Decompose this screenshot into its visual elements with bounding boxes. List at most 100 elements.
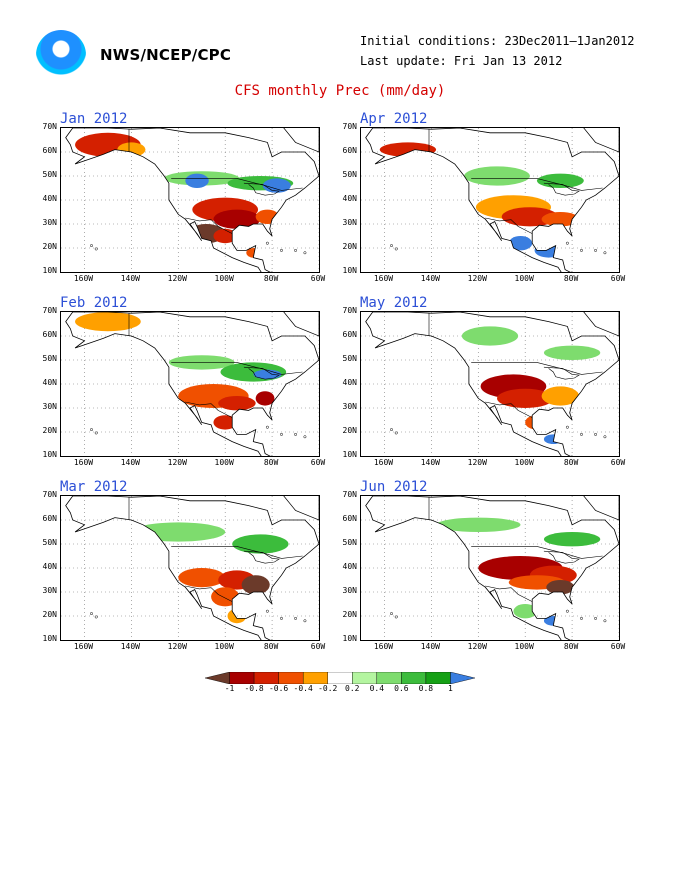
anomaly-field bbox=[461, 326, 601, 444]
lat-label: 30N bbox=[42, 586, 57, 595]
lat-label: 10N bbox=[42, 450, 57, 459]
lon-label: 120W bbox=[167, 274, 187, 283]
lat-label: 10N bbox=[42, 266, 57, 275]
lon-label: 100W bbox=[514, 274, 534, 283]
country-border bbox=[185, 217, 233, 234]
coastline bbox=[65, 496, 319, 640]
island bbox=[94, 431, 98, 435]
coastline bbox=[365, 312, 619, 456]
colorbar bbox=[205, 672, 475, 684]
lon-label: 120W bbox=[467, 274, 487, 283]
anomaly-patch bbox=[508, 236, 533, 251]
country-border bbox=[171, 178, 303, 191]
island bbox=[90, 244, 93, 248]
country-border bbox=[485, 401, 533, 418]
lat-label: 30N bbox=[42, 218, 57, 227]
great-lakes bbox=[543, 182, 581, 196]
initial-conditions: Initial conditions: 23Dec2011–1Jan2012 bbox=[360, 34, 635, 48]
anomaly-patch bbox=[117, 142, 146, 157]
lon-label: 60W bbox=[310, 642, 326, 651]
anomaly-patch bbox=[464, 166, 530, 186]
lat-label: 70N bbox=[42, 306, 57, 315]
island bbox=[565, 241, 569, 245]
anomaly-patch bbox=[541, 212, 580, 227]
lat-label: 30N bbox=[42, 402, 57, 411]
colorbar-tick: -0.6 bbox=[268, 684, 289, 693]
island bbox=[565, 425, 569, 429]
colorbar-swatch bbox=[278, 672, 304, 684]
noaa-logo bbox=[36, 30, 86, 80]
lon-label: 100W bbox=[214, 642, 234, 651]
lon-label: 60W bbox=[610, 642, 626, 651]
colorbar-tick: -1 bbox=[224, 684, 235, 693]
lat-label: 70N bbox=[42, 122, 57, 131]
island bbox=[280, 248, 283, 252]
anomaly-patch bbox=[213, 209, 261, 229]
lon-label: 60W bbox=[310, 458, 326, 467]
lon-label: 80W bbox=[263, 274, 279, 283]
map-apr-svg bbox=[361, 128, 619, 272]
country-border bbox=[171, 362, 303, 375]
colorbar-swatch bbox=[253, 672, 279, 684]
colorbar-swatch bbox=[205, 672, 230, 684]
great-lakes bbox=[543, 550, 581, 564]
anomaly-patch bbox=[178, 568, 226, 588]
colorbar-tick: -0.8 bbox=[244, 684, 264, 693]
lon-label: 160W bbox=[73, 274, 94, 283]
panel-title-jun: Jun 2012 bbox=[360, 479, 428, 495]
island bbox=[594, 616, 597, 620]
lat-label: 60N bbox=[342, 146, 357, 155]
anomaly-field bbox=[379, 142, 584, 258]
island bbox=[390, 244, 393, 248]
greenland-coastline bbox=[583, 128, 619, 153]
anomaly-field bbox=[436, 517, 601, 626]
island bbox=[603, 435, 607, 439]
great-lakes bbox=[243, 366, 281, 380]
map-jan bbox=[60, 127, 320, 273]
island bbox=[394, 247, 398, 251]
lat-label: 20N bbox=[42, 426, 57, 435]
anomaly-patch bbox=[255, 391, 275, 406]
island bbox=[603, 251, 607, 255]
lon-label: 80W bbox=[563, 458, 579, 467]
lon-label: 100W bbox=[514, 458, 534, 467]
lon-label: 80W bbox=[263, 458, 279, 467]
colorbar-swatch bbox=[302, 672, 328, 684]
lat-label: 70N bbox=[42, 490, 57, 499]
colorbar-swatch bbox=[376, 672, 402, 684]
lon-label: 160W bbox=[73, 458, 94, 467]
lat-label: 10N bbox=[342, 634, 357, 643]
island bbox=[580, 616, 583, 620]
lat-label: 50N bbox=[42, 354, 57, 363]
coastline bbox=[65, 128, 319, 272]
greenland-coastline bbox=[283, 496, 319, 521]
lat-label: 50N bbox=[342, 170, 357, 179]
colorbar-tick: -0.2 bbox=[318, 684, 338, 693]
island bbox=[565, 609, 569, 613]
island bbox=[603, 619, 607, 623]
anomaly-patch bbox=[543, 532, 601, 547]
greenland-coastline bbox=[583, 496, 619, 521]
greenland-coastline bbox=[283, 312, 319, 337]
lon-label: 60W bbox=[610, 458, 626, 467]
lat-label: 70N bbox=[342, 306, 357, 315]
lat-label: 30N bbox=[342, 218, 357, 227]
coastline bbox=[365, 128, 619, 272]
anomaly-patch bbox=[131, 522, 226, 542]
island bbox=[280, 432, 283, 436]
lat-label: 40N bbox=[42, 194, 57, 203]
lon-label: 60W bbox=[310, 274, 326, 283]
figure-title: CFS monthly Prec (mm/day) bbox=[234, 83, 446, 99]
anomaly-patch bbox=[218, 396, 256, 411]
island bbox=[390, 612, 393, 616]
lat-label: 30N bbox=[342, 586, 357, 595]
island bbox=[280, 616, 283, 620]
anomaly-patch bbox=[75, 312, 141, 332]
anomaly-patch bbox=[213, 228, 237, 244]
lat-label: 20N bbox=[42, 610, 57, 619]
map-jan-svg bbox=[61, 128, 319, 272]
panel-title-feb: Feb 2012 bbox=[60, 295, 128, 311]
last-update: Last update: Fri Jan 13 2012 bbox=[360, 54, 563, 68]
panel-title-may: May 2012 bbox=[360, 295, 428, 311]
panel-title-jan: Jan 2012 bbox=[60, 111, 128, 127]
